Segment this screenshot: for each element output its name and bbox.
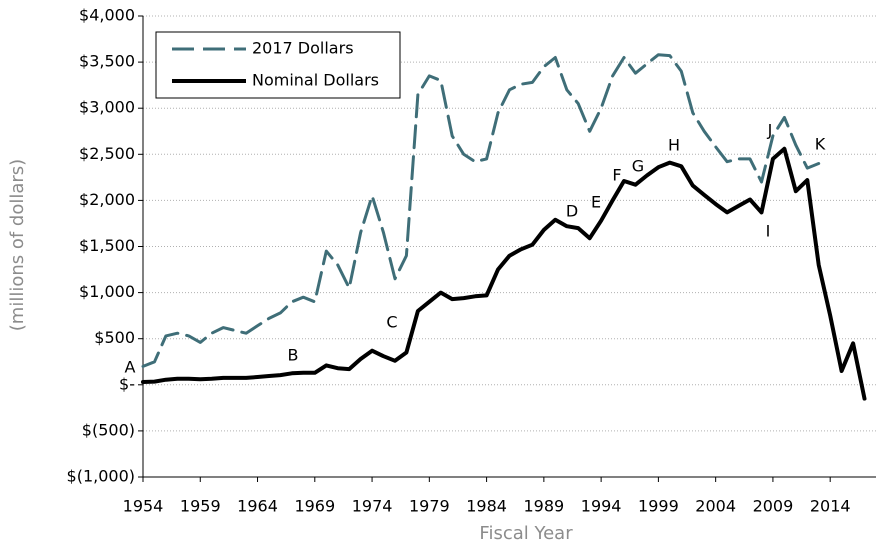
y-tick-label: $3,000 (79, 98, 135, 117)
annotation: A (125, 358, 136, 377)
annotation: K (815, 135, 826, 154)
y-tick-label: $1,500 (79, 236, 135, 255)
annotation: D (566, 202, 578, 221)
y-tick-label: $- (119, 374, 135, 393)
y-tick-label: $3,500 (79, 52, 135, 71)
y-tick-label: $1,000 (79, 282, 135, 301)
x-tick-label: 1974 (352, 497, 393, 516)
x-tick-label: 1989 (524, 497, 565, 516)
annotation: I (766, 222, 771, 241)
x-tick-label: 1994 (581, 497, 622, 516)
y-tick-label: $500 (94, 328, 135, 347)
x-tick-label: 1969 (294, 497, 335, 516)
legend-label: 2017 Dollars (252, 39, 354, 58)
y-tick-label: $(1,000) (67, 467, 135, 486)
x-tick-label: 1959 (180, 497, 221, 516)
x-tick-label: 1999 (638, 497, 679, 516)
y-axis-title: (millions of dollars) (7, 159, 28, 331)
annotation: E (591, 193, 601, 212)
x-tick-label: 1984 (466, 497, 507, 516)
annotation: B (288, 346, 299, 365)
x-tick-label: 2009 (753, 497, 794, 516)
x-tick-label: 1964 (237, 497, 278, 516)
y-tick-label: $4,000 (79, 6, 135, 25)
x-tick-label: 1954 (123, 497, 164, 516)
y-tick-label: $(500) (82, 420, 135, 439)
y-tick-label: $2,000 (79, 190, 135, 209)
x-tick-label: 1979 (409, 497, 450, 516)
y-tick-label: $2,500 (79, 144, 135, 163)
legend-label: Nominal Dollars (252, 71, 379, 90)
legend-box (155, 31, 401, 99)
x-tick-label: 2014 (810, 497, 851, 516)
annotation: C (386, 313, 397, 332)
x-axis-title: Fiscal Year (479, 523, 573, 544)
series-line (141, 146, 867, 401)
annotation: F (612, 166, 621, 185)
annotation: J (767, 121, 773, 140)
x-tick-label: 2004 (695, 497, 736, 516)
annotation: H (668, 136, 680, 155)
series-line (141, 53, 821, 368)
annotation: G (632, 157, 644, 176)
